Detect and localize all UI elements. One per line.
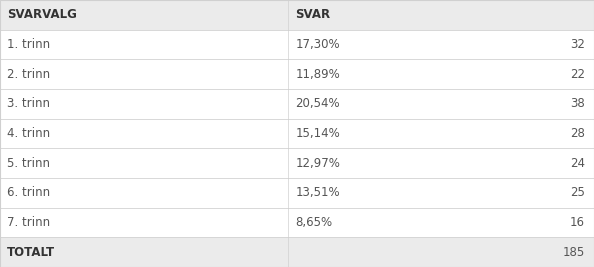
Text: 16: 16 (570, 216, 585, 229)
Bar (0, 237, 594, 267)
Text: 7. trinn: 7. trinn (7, 216, 50, 229)
Text: 8,65%: 8,65% (295, 216, 333, 229)
Text: 12,97%: 12,97% (295, 157, 340, 170)
Text: SVARVALG: SVARVALG (7, 8, 77, 21)
Text: 11,89%: 11,89% (295, 68, 340, 81)
Bar (0, 30, 594, 59)
Text: 25: 25 (570, 186, 585, 199)
Text: 4. trinn: 4. trinn (7, 127, 50, 140)
Text: 32: 32 (570, 38, 585, 51)
Bar (0, 208, 594, 237)
Text: 24: 24 (570, 157, 585, 170)
Text: 3. trinn: 3. trinn (7, 97, 50, 110)
Text: 5. trinn: 5. trinn (7, 157, 50, 170)
Bar (0, 0, 594, 30)
Bar (0, 148, 594, 178)
Text: 6. trinn: 6. trinn (7, 186, 50, 199)
Text: 185: 185 (563, 246, 585, 259)
Bar (0, 59, 594, 89)
Text: 17,30%: 17,30% (295, 38, 340, 51)
Text: 1. trinn: 1. trinn (7, 38, 50, 51)
Text: 20,54%: 20,54% (295, 97, 340, 110)
Text: 28: 28 (570, 127, 585, 140)
Text: 15,14%: 15,14% (295, 127, 340, 140)
Bar (0, 119, 594, 148)
Text: 2. trinn: 2. trinn (7, 68, 50, 81)
Text: TOTALT: TOTALT (7, 246, 55, 259)
Text: 13,51%: 13,51% (295, 186, 340, 199)
Text: SVAR: SVAR (295, 8, 330, 21)
Bar (0, 89, 594, 119)
Text: 22: 22 (570, 68, 585, 81)
Bar (0, 178, 594, 208)
Text: 38: 38 (570, 97, 585, 110)
